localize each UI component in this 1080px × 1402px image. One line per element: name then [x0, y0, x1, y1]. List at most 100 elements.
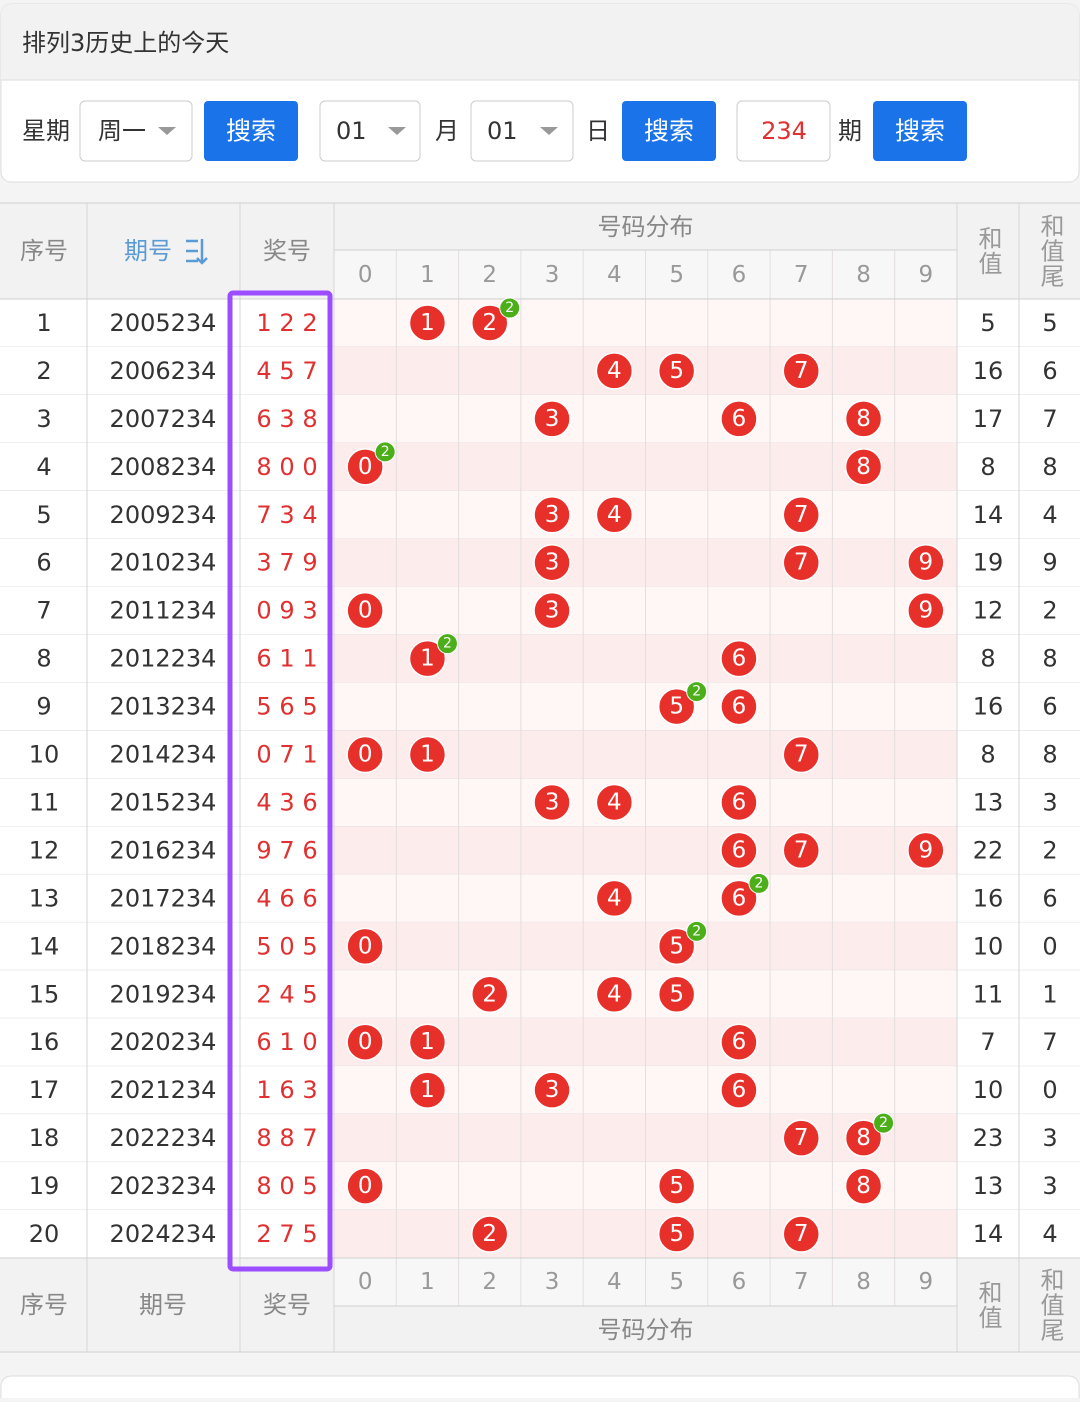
- draw-digit: 5: [256, 932, 271, 960]
- day-value: 01: [487, 117, 518, 145]
- number-ball: [346, 1167, 384, 1205]
- draw-digit: 5: [279, 357, 294, 385]
- digit-header: 3: [545, 262, 560, 288]
- ball-digit: 0: [358, 454, 373, 480]
- search-button[interactable]: [622, 101, 716, 161]
- number-ball: [533, 496, 571, 534]
- period-input[interactable]: [736, 100, 831, 162]
- draw-header: 奖号: [263, 1291, 311, 1319]
- highlight-box: [227, 290, 333, 1272]
- digit-header: 1: [420, 1269, 435, 1295]
- repeat-count: 2: [754, 875, 763, 891]
- row-issue: 2019234: [110, 980, 217, 1008]
- row-issue: 2016234: [110, 836, 217, 864]
- draw-digit: 6: [256, 645, 271, 673]
- row-sum: 13: [973, 1172, 1004, 1200]
- issue-header: 期号: [139, 1291, 187, 1319]
- number-ball: [595, 352, 634, 390]
- ball-digit: 3: [545, 1077, 560, 1103]
- digit-header: 2: [482, 1269, 497, 1295]
- draw-digit: 5: [256, 693, 271, 721]
- repeat-badge: [686, 681, 708, 703]
- number-ball: [346, 448, 384, 486]
- repeat-badge: [686, 920, 708, 942]
- row-index: 17: [29, 1076, 60, 1104]
- ball-digit: 0: [358, 1029, 373, 1055]
- row-issue: 2023234: [110, 1172, 217, 1200]
- row-sum: 16: [973, 884, 1004, 912]
- number-ball: [471, 975, 509, 1014]
- draw-digit: 4: [256, 788, 271, 816]
- row-index: 5: [36, 501, 51, 529]
- row-tail: 8: [1042, 741, 1057, 769]
- number-ball: [720, 639, 758, 678]
- draw-digit: 9: [279, 597, 294, 625]
- ball-digit: 3: [545, 789, 560, 815]
- index-header: 序号: [20, 1291, 68, 1319]
- ball-digit: 1: [420, 1077, 435, 1103]
- ball-digit: 9: [919, 598, 934, 624]
- number-ball: [782, 543, 820, 582]
- row-sum: 22: [973, 836, 1004, 864]
- draw-digit: 5: [302, 932, 317, 960]
- row-index: 6: [36, 549, 51, 577]
- row-index: 7: [36, 597, 51, 625]
- period-label: 期: [838, 117, 862, 145]
- next-card: [0, 1375, 1080, 1402]
- digit-header: 0: [358, 1269, 373, 1295]
- draw-digit: 5: [302, 693, 317, 721]
- digit-header: 6: [732, 262, 747, 288]
- number-ball: [782, 496, 820, 534]
- row-tail: 1: [1042, 980, 1057, 1008]
- ball-digit: 0: [358, 742, 373, 768]
- month-label: 月: [435, 117, 459, 145]
- row-sum: 7: [980, 1028, 995, 1056]
- draw-digit: 6: [279, 693, 294, 721]
- row-issue: 2007234: [110, 405, 217, 433]
- draw-digit: 6: [302, 884, 317, 912]
- draw-digit: 6: [302, 836, 317, 864]
- search-button[interactable]: [204, 101, 298, 161]
- number-ball: [346, 1023, 384, 1061]
- row-tail: 0: [1042, 1076, 1057, 1104]
- row-issue: 2017234: [110, 884, 217, 912]
- button-label: 搜索: [644, 117, 694, 146]
- draw-digit: 1: [256, 1076, 271, 1104]
- weekday-select[interactable]: [79, 100, 193, 162]
- dropdown-arrow: [158, 127, 176, 135]
- digit-header: 8: [856, 262, 871, 288]
- row-index: 19: [29, 1172, 60, 1200]
- draw-digit: 4: [279, 980, 294, 1008]
- digit-header: 0: [358, 262, 373, 288]
- ball-digit: 4: [607, 358, 622, 384]
- ball-digit: 7: [794, 837, 809, 863]
- day-select[interactable]: [470, 100, 574, 162]
- month-select[interactable]: [319, 100, 421, 162]
- draw-digit: 7: [302, 1124, 317, 1152]
- ball-digit: 3: [545, 502, 560, 528]
- row-sum: 8: [980, 741, 995, 769]
- row-issue: 2020234: [110, 1028, 217, 1056]
- draw-digit: 6: [256, 405, 271, 433]
- search-button[interactable]: [873, 101, 967, 161]
- weekday-value: 周一: [98, 117, 146, 145]
- issue-header: 期号: [124, 237, 172, 265]
- draw-digit: 6: [302, 788, 317, 816]
- draw-digit: 8: [256, 1172, 271, 1200]
- row-tail: 3: [1042, 1172, 1057, 1200]
- row-tail: 6: [1042, 357, 1057, 385]
- sort-icon: [186, 239, 208, 265]
- row-index: 3: [36, 405, 51, 433]
- draw-digit: 1: [279, 1028, 294, 1056]
- digit-header: 9: [919, 1269, 934, 1295]
- ball-digit: 2: [482, 1221, 497, 1247]
- number-ball: [533, 543, 571, 582]
- row-sum: 16: [973, 693, 1004, 721]
- ball-digit: 5: [669, 933, 684, 959]
- row-index: 14: [29, 932, 60, 960]
- number-ball: [844, 1119, 883, 1157]
- draw-digit: 4: [256, 884, 271, 912]
- ball-digit: 1: [420, 646, 435, 672]
- digit-header: 3: [545, 1269, 560, 1295]
- sum-header: 和值: [974, 226, 1002, 276]
